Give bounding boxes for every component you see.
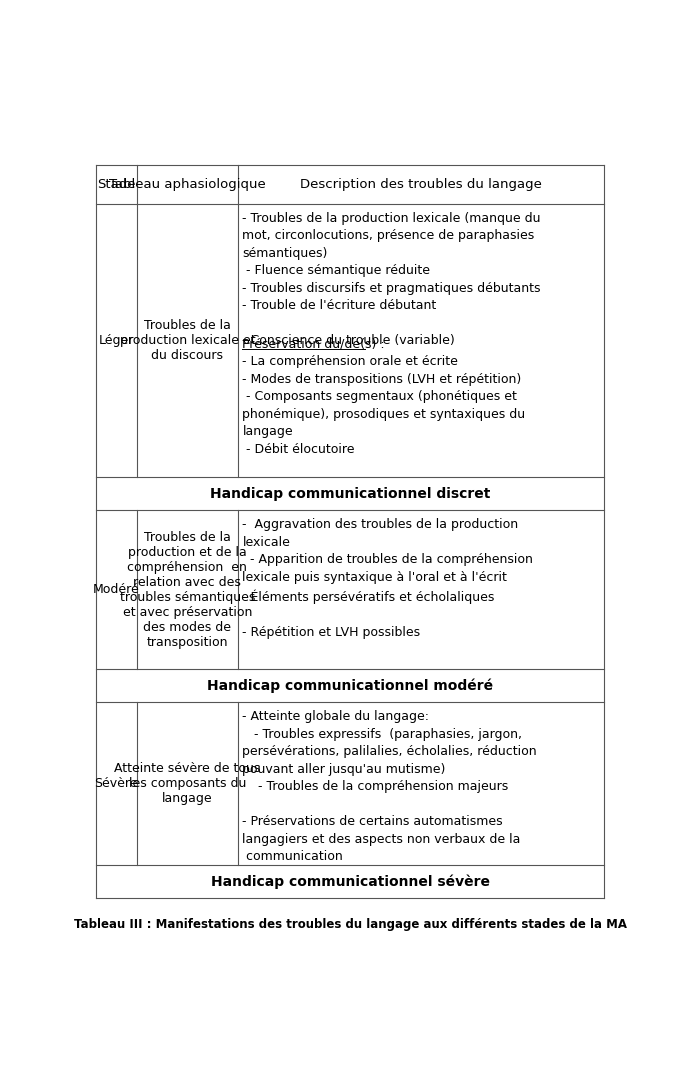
Text: - Troubles de la production lexicale (manque du
mot, circonlocutions, présence d: - Troubles de la production lexicale (ma… (242, 212, 541, 383)
Text: Préservation du/de(s) :: Préservation du/de(s) : (242, 338, 385, 351)
Text: -  Aggravation des troubles de la production
lexicale
  - Apparition de troubles: - Aggravation des troubles de la product… (242, 518, 533, 638)
Text: Troubles de la
production lexicale et
du discours: Troubles de la production lexicale et du… (120, 319, 255, 361)
Text: Stade: Stade (97, 179, 135, 191)
Text: Léger: Léger (98, 334, 134, 346)
Text: Tableau aphasiologique: Tableau aphasiologique (109, 179, 266, 191)
Text: Tableau III : Manifestations des troubles du langage aux différents stades de la: Tableau III : Manifestations des trouble… (74, 918, 626, 931)
Text: - Atteinte globale du langage:
   - Troubles expressifs  (paraphasies, jargon,
p: - Atteinte globale du langage: - Trouble… (242, 711, 537, 864)
Text: Handicap communicationnel modéré: Handicap communicationnel modéré (207, 679, 493, 693)
Text: Handicap communicationnel discret: Handicap communicationnel discret (210, 486, 490, 500)
Text: Modéré: Modéré (93, 583, 139, 597)
Text: Description des troubles du langage: Description des troubles du langage (301, 179, 542, 191)
Text: - La compréhension orale et écrite
- Modes de transpositions (LVH et répétition): - La compréhension orale et écrite - Mod… (242, 338, 526, 455)
Text: Sévère: Sévère (94, 777, 138, 790)
Text: Handicap communicationnel sévère: Handicap communicationnel sévère (210, 874, 490, 888)
Text: Troubles de la
production et de la
compréhension  en
relation avec des
troubles : Troubles de la production et de la compr… (120, 530, 255, 649)
Text: Atteinte sévère de tous
les composants du
langage: Atteinte sévère de tous les composants d… (114, 762, 261, 805)
